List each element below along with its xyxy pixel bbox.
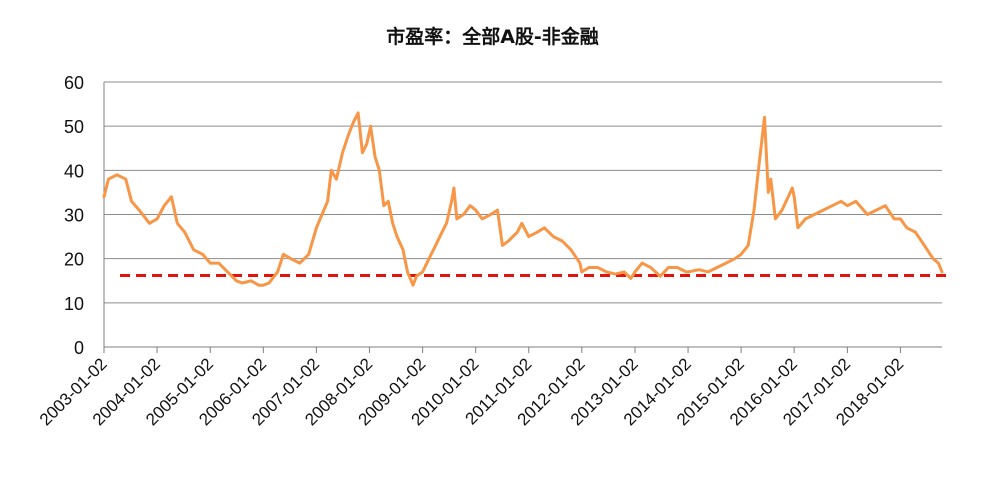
series-group	[102, 111, 944, 287]
gridlines	[104, 81, 942, 304]
axes	[103, 82, 942, 353]
y-tick-label: 60	[64, 73, 84, 93]
y-tick-label: 10	[64, 294, 84, 314]
y-tick-label: 40	[64, 161, 84, 181]
series-line-0	[102, 111, 944, 287]
y-tick-label: 20	[64, 250, 84, 270]
y-tick-label: 0	[74, 338, 84, 358]
y-tick-label: 30	[64, 206, 84, 226]
chart-title: 市盈率：全部A股-非金融	[386, 26, 599, 48]
y-tick-label: 50	[64, 117, 84, 137]
